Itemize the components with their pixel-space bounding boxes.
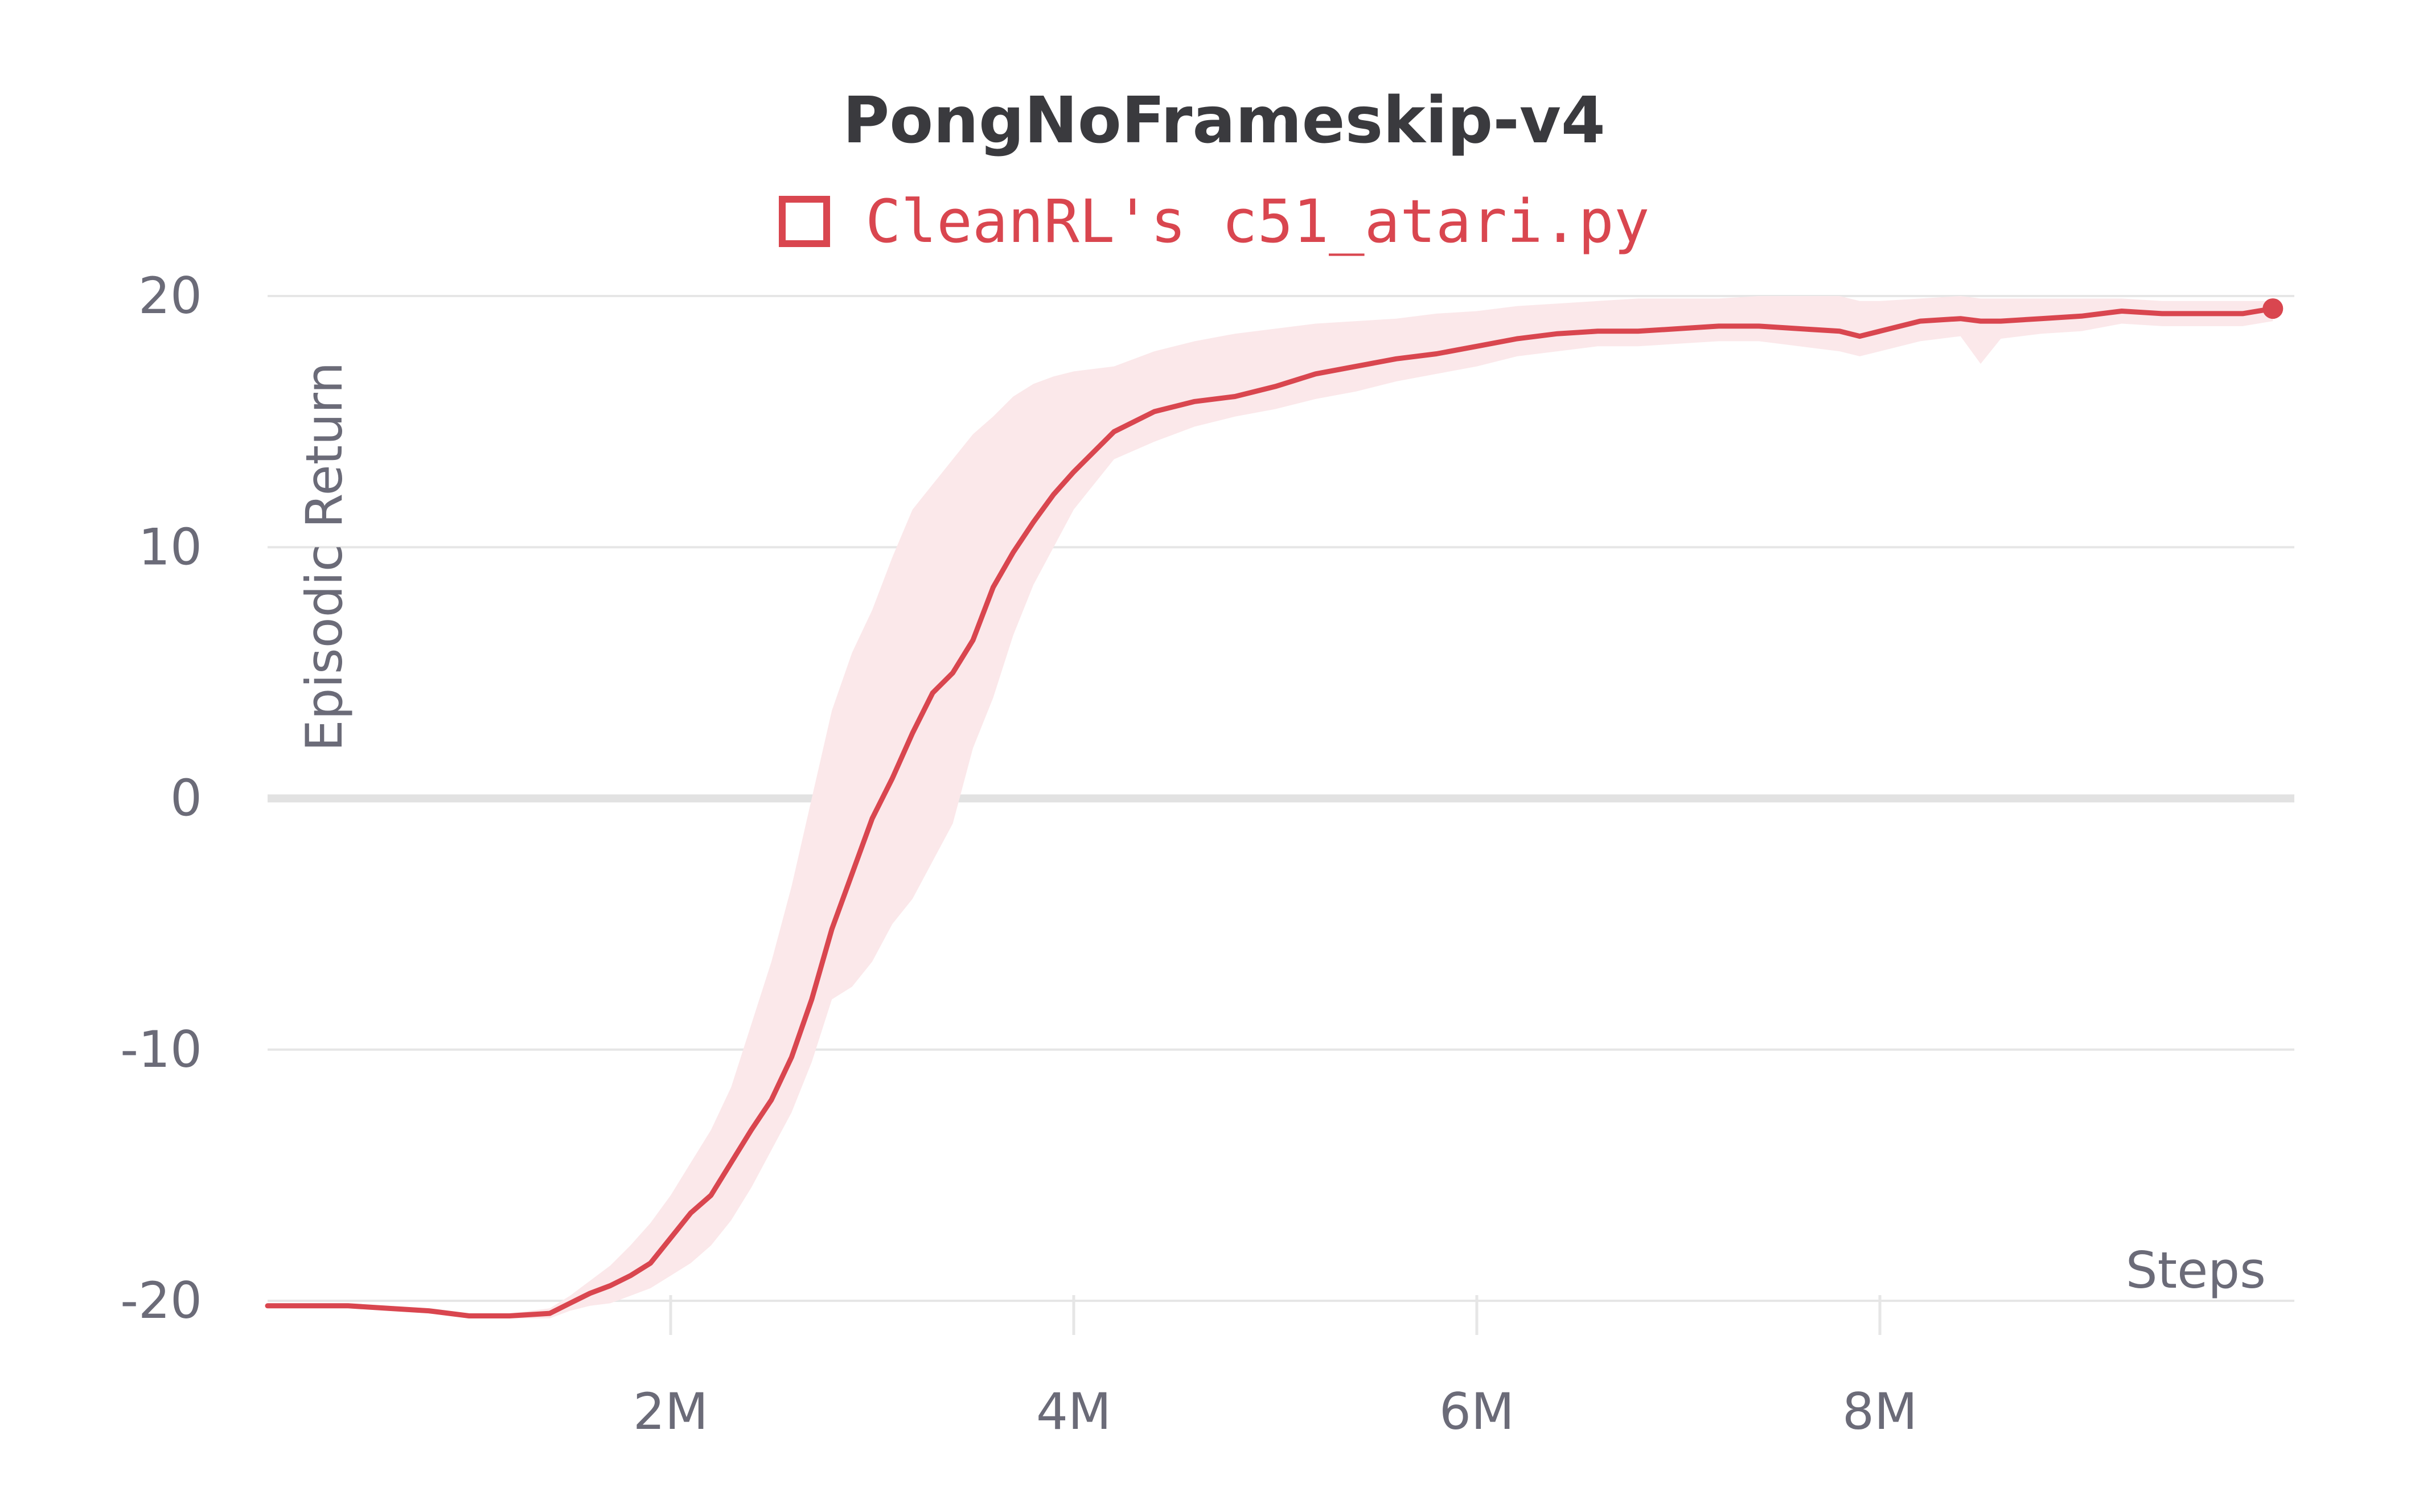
x-axis-title: Steps bbox=[2126, 1241, 2266, 1300]
x-tick-label: 4M bbox=[1036, 1382, 1111, 1441]
y-tick-label: -20 bbox=[120, 1271, 202, 1330]
legend: CleanRL's c51_atari.py bbox=[779, 187, 1650, 256]
x-tick-label: 6M bbox=[1439, 1382, 1514, 1441]
x-tick-label: 8M bbox=[1842, 1382, 1917, 1441]
y-tick-label: 20 bbox=[138, 266, 202, 325]
y-tick-label: 10 bbox=[138, 517, 202, 576]
legend-label: CleanRL's c51_atari.py bbox=[865, 187, 1650, 256]
y-tick-label: 0 bbox=[170, 769, 202, 828]
y-tick-label: -10 bbox=[120, 1020, 202, 1079]
legend-swatch bbox=[779, 196, 830, 247]
y-axis-title: Episodic Return bbox=[295, 362, 354, 751]
x-tick-label: 2M bbox=[633, 1382, 708, 1441]
line-layer bbox=[265, 298, 2284, 1318]
band-layer bbox=[268, 296, 2273, 1318]
series-line bbox=[265, 306, 2276, 1318]
chart-title: PongNoFrameskip-v4 bbox=[843, 84, 1605, 158]
series-band bbox=[268, 296, 2273, 1318]
series-endpoint bbox=[2262, 298, 2284, 319]
grid-layer bbox=[268, 295, 2294, 1335]
tick-layer: 20 10 0 -10 -20 2M 4M 6M 8M bbox=[120, 266, 1917, 1441]
